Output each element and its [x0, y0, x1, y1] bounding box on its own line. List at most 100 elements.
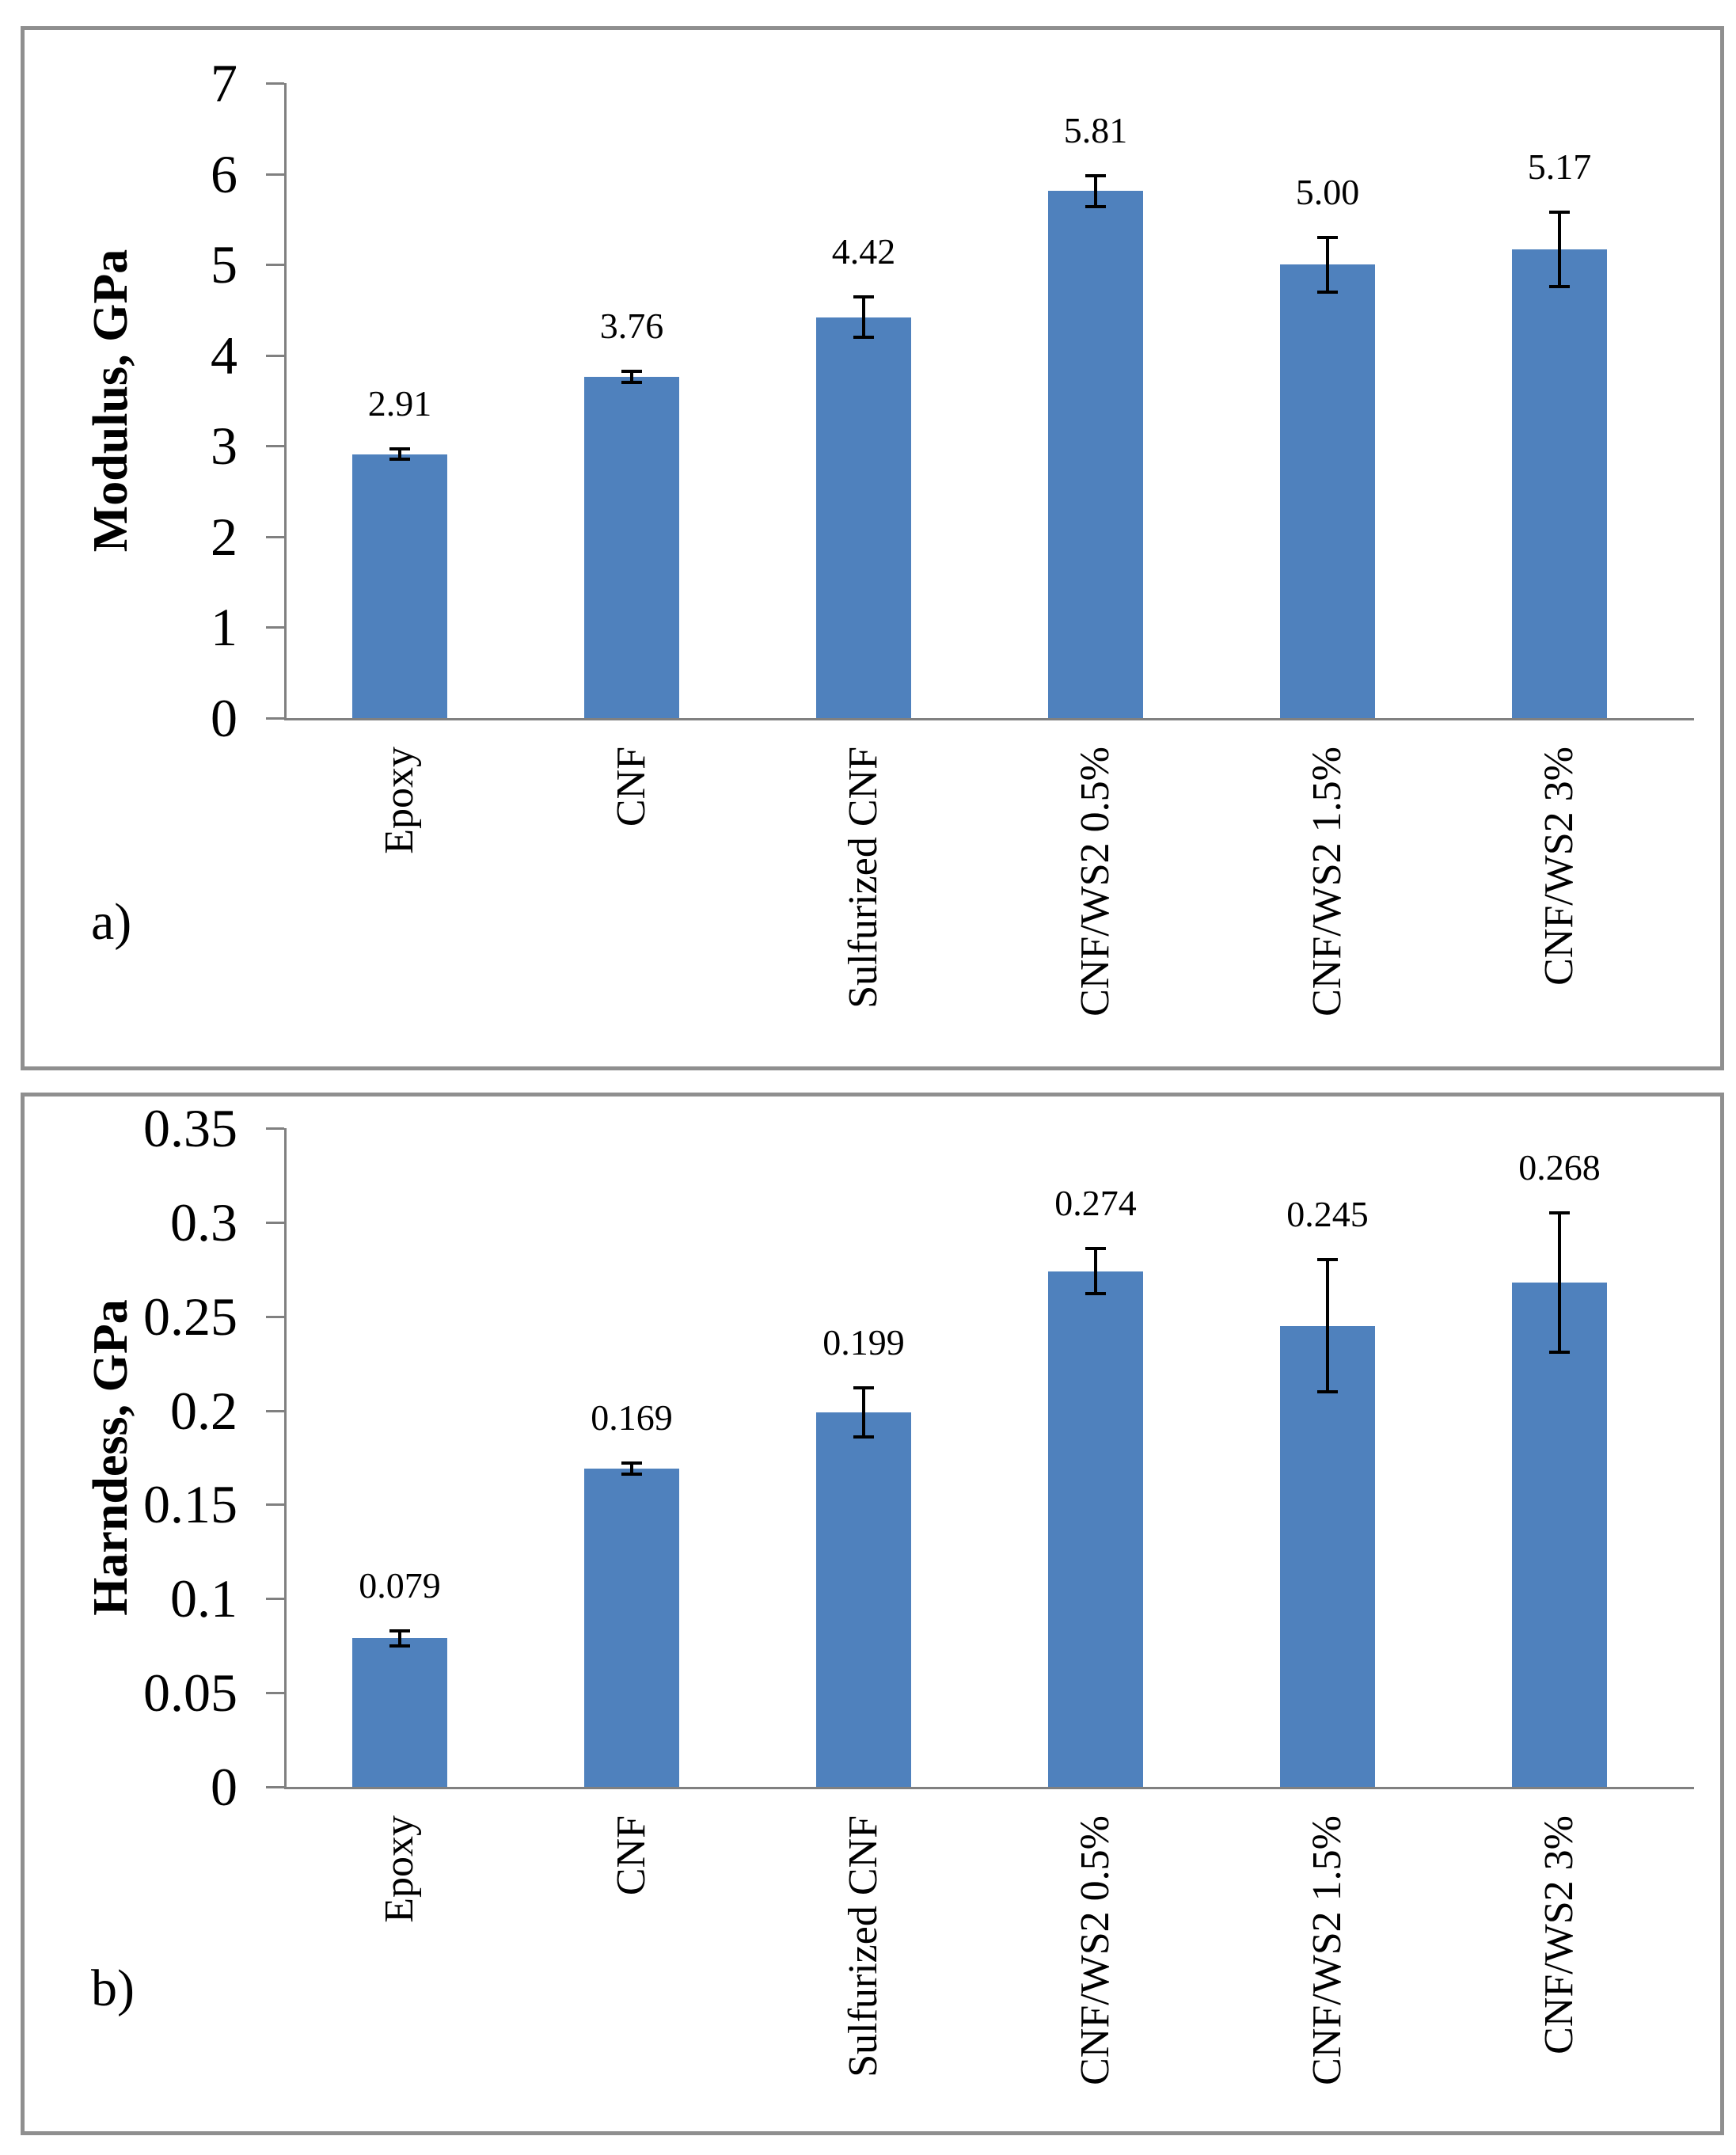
value-label: 3.76 — [599, 306, 664, 347]
value-label: 5.17 — [1527, 146, 1592, 187]
error-bar-cap-bottom — [1317, 1389, 1338, 1393]
error-bar-cap-top — [389, 447, 410, 450]
category-label: CNF/WS2 0.5% — [1073, 1815, 1118, 2085]
error-bar-cap-top — [853, 1386, 874, 1390]
chart-a-y-axis-title-wrap: Modulus, GPa — [83, 83, 139, 718]
error-bar-cap-bottom — [621, 381, 642, 385]
y-tick — [266, 1692, 284, 1695]
y-tick — [266, 354, 284, 357]
bar — [1512, 249, 1607, 718]
category-label: CNF — [609, 1815, 654, 1896]
bar — [1048, 1271, 1143, 1787]
x-axis-line — [284, 718, 1694, 720]
error-bar-cap-bottom — [853, 335, 874, 339]
error-bar-cap-top — [621, 1461, 642, 1465]
error-bar-cap-top — [1549, 210, 1570, 214]
y-tick-label: 5 — [211, 234, 237, 295]
bar — [816, 317, 911, 718]
category-label: Sulfurized CNF — [841, 1815, 886, 2077]
value-label: 0.199 — [822, 1322, 905, 1363]
category-label: Epoxy — [377, 1815, 422, 1923]
y-tick-label: 0.35 — [143, 1098, 237, 1158]
error-bar-cap-top — [1317, 1258, 1338, 1262]
error-bar-line — [1094, 1249, 1097, 1294]
error-bar-cap-top — [853, 295, 874, 299]
error-bar-cap-top — [1317, 235, 1338, 239]
error-bar-line — [1558, 1212, 1561, 1352]
chart-b-y-axis-title-wrap: Harndess, GPa — [83, 1128, 139, 1787]
value-label: 5.00 — [1295, 171, 1360, 212]
y-tick-label: 3 — [211, 416, 237, 477]
y-tick-label: 0.25 — [143, 1286, 237, 1347]
x-axis-line — [284, 1787, 1694, 1789]
y-tick-label: 0.2 — [170, 1380, 237, 1441]
error-bar-cap-bottom — [1549, 1350, 1570, 1354]
error-bar-line — [1094, 175, 1097, 207]
error-bar-cap-top — [1549, 1211, 1570, 1214]
bar — [1048, 191, 1143, 718]
category-label: Epoxy — [377, 747, 422, 854]
error-bar-line — [630, 1463, 633, 1475]
error-bar-cap-top — [1085, 173, 1106, 177]
error-bar-line — [398, 1630, 401, 1646]
y-tick — [266, 82, 284, 85]
error-bar-cap-bottom — [389, 458, 410, 462]
error-bar-cap-top — [621, 370, 642, 374]
y-tick — [266, 717, 284, 720]
category-label: Sulfurized CNF — [841, 747, 886, 1009]
category-label: CNF/WS2 3% — [1537, 1815, 1582, 2054]
bar — [352, 454, 447, 718]
category-label: CNF/WS2 1.5% — [1305, 747, 1350, 1017]
bar — [1280, 264, 1375, 718]
panel-b: 0 0.05 0.1 0.15 0.2 0.25 0.3 0.35 0.079 Epoxy 0.16… — [21, 1093, 1724, 2135]
error-bar-line — [1326, 237, 1329, 292]
error-bar-line — [862, 1388, 865, 1437]
y-tick — [266, 535, 284, 538]
y-tick-label: 7 — [211, 53, 237, 113]
chart-a-plot-area: 0 1 2 3 4 5 6 7 2.91 Epoxy 3.76 CNF 4.42 Sulfurized C… — [25, 30, 1720, 1066]
y-axis-line — [284, 83, 287, 720]
value-label: 0.079 — [359, 1564, 441, 1606]
chart-b-plot-area: 0 0.05 0.1 0.15 0.2 0.25 0.3 0.35 0.079 Epoxy 0.16… — [25, 1097, 1720, 2131]
y-tick — [266, 626, 284, 629]
bar — [816, 1412, 911, 1787]
error-bar-line — [862, 297, 865, 337]
bar — [584, 1469, 679, 1787]
category-label: CNF/WS2 3% — [1537, 747, 1582, 986]
category-label: CNF/WS2 1.5% — [1305, 1815, 1350, 2085]
chart-a-y-axis-title: Modulus, GPa — [84, 249, 139, 553]
value-label: 5.81 — [1063, 109, 1128, 150]
error-bar-cap-bottom — [621, 1473, 642, 1477]
y-tick — [266, 1315, 284, 1318]
value-label: 0.274 — [1054, 1183, 1137, 1224]
y-tick — [266, 1409, 284, 1412]
y-tick-label: 0 — [211, 688, 237, 748]
y-tick — [266, 445, 284, 448]
error-bar-cap-bottom — [1317, 290, 1338, 294]
y-tick — [266, 173, 284, 176]
category-label: CNF — [609, 747, 654, 827]
y-tick — [266, 1598, 284, 1601]
value-label: 2.91 — [367, 382, 432, 424]
value-label: 0.245 — [1286, 1194, 1369, 1235]
y-tick — [266, 264, 284, 267]
y-tick — [266, 1503, 284, 1507]
y-tick-label: 0.05 — [143, 1663, 237, 1724]
error-bar-line — [398, 448, 401, 460]
y-tick-label: 1 — [211, 597, 237, 658]
error-bar-line — [630, 371, 633, 383]
y-tick-label: 0 — [211, 1757, 237, 1817]
y-tick-label: 4 — [211, 325, 237, 386]
error-bar-cap-bottom — [1549, 284, 1570, 288]
error-bar-cap-bottom — [853, 1435, 874, 1439]
panel-letter-b: b) — [91, 1959, 135, 2017]
panel-letter-a: a) — [91, 893, 132, 951]
y-tick — [266, 1221, 284, 1224]
y-axis-line — [284, 1128, 287, 1789]
value-label: 0.268 — [1518, 1146, 1601, 1188]
error-bar-cap-bottom — [1085, 1292, 1106, 1296]
value-label: 4.42 — [831, 231, 896, 272]
error-bar-cap-top — [389, 1629, 410, 1632]
y-tick-label: 0.1 — [170, 1568, 237, 1629]
